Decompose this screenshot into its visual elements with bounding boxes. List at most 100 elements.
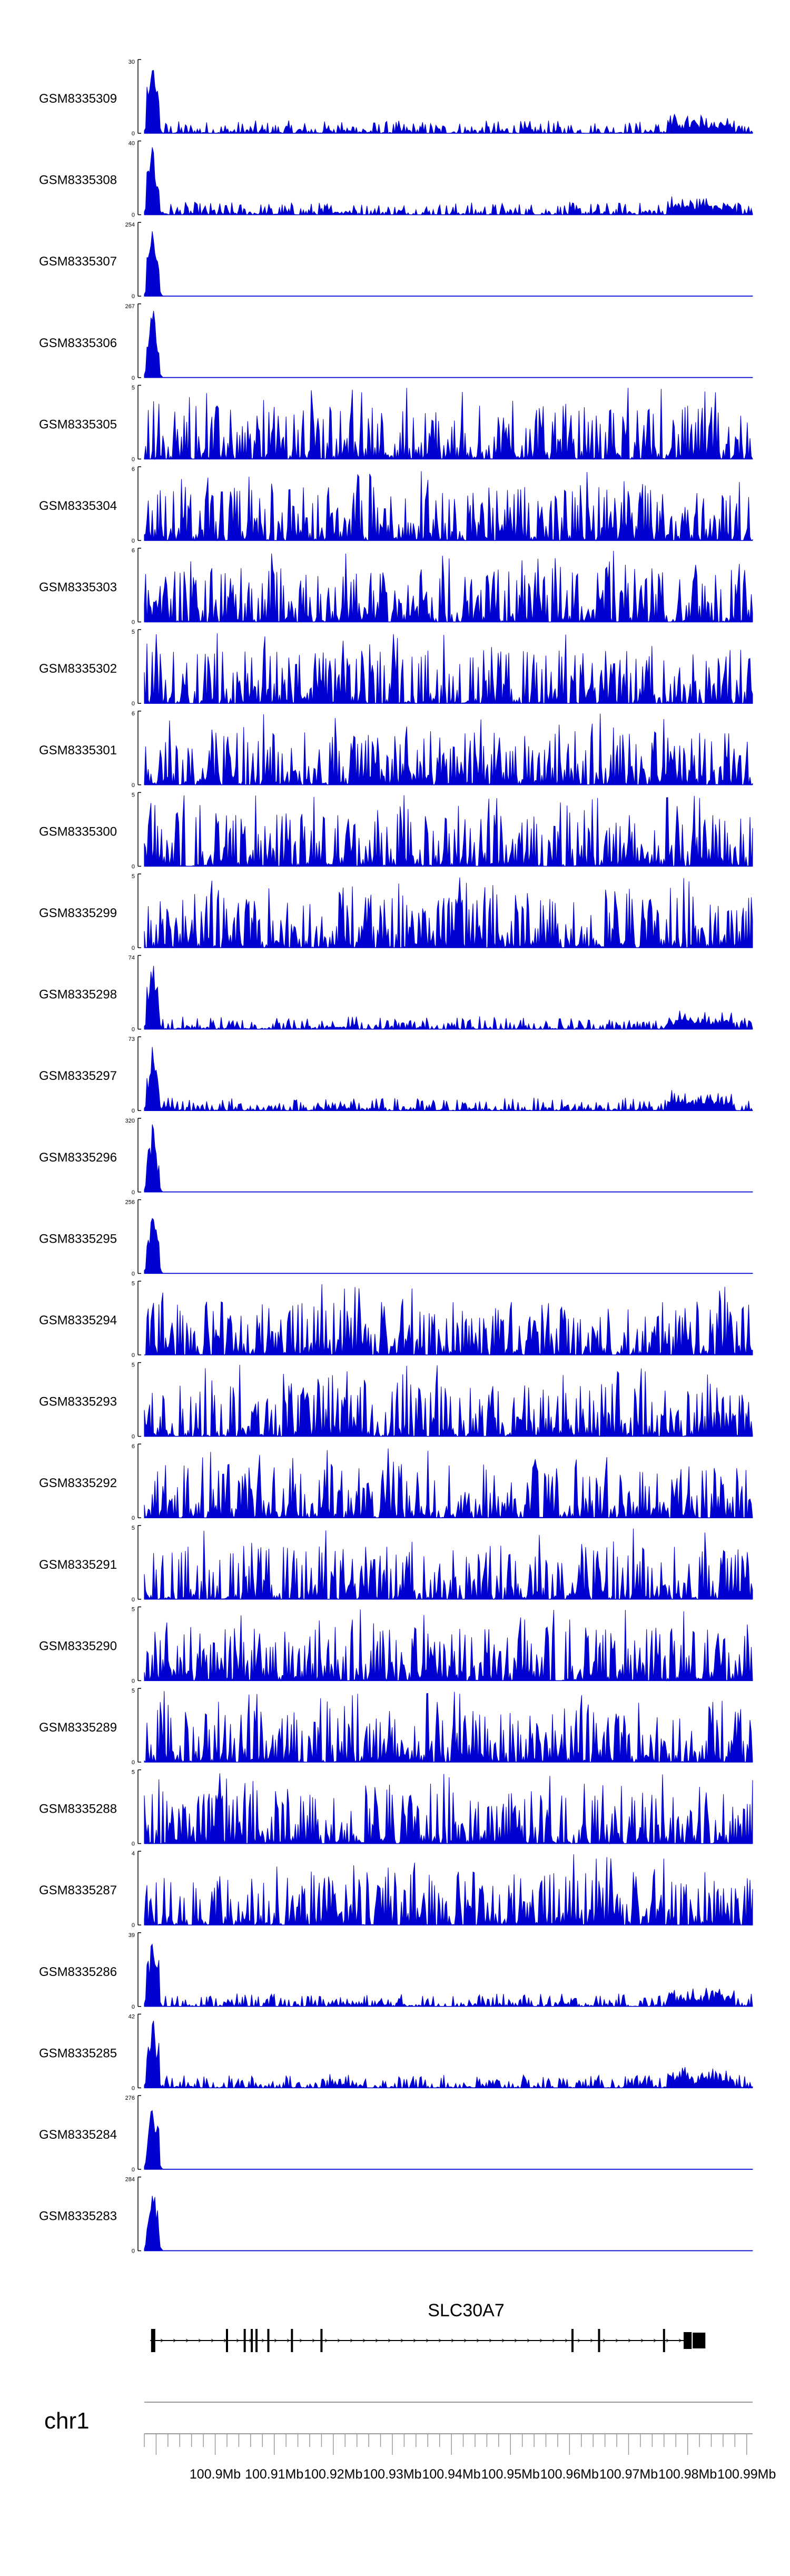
y-max-label: 6 [132, 548, 135, 554]
track-GSM8335299: GSM8335299 5 0 [39, 873, 753, 951]
y-min-label: 0 [132, 1027, 135, 1033]
exon [267, 2329, 270, 2352]
y-max-label: 5 [132, 1769, 135, 1776]
strand-arrow [565, 2338, 568, 2343]
coverage-area [144, 2110, 753, 2170]
y-max-label: 276 [125, 2095, 135, 2101]
track-label: GSM8335291 [39, 1558, 117, 1572]
y-min-label: 0 [132, 1271, 135, 1277]
y-max-label: 6 [132, 1443, 135, 1450]
strand-arrow [274, 2338, 278, 2343]
y-max-label: 39 [129, 1932, 135, 1939]
track-GSM8335292: GSM8335292 6 0 [39, 1443, 753, 1521]
y-min-label: 0 [132, 1922, 135, 1929]
y-min-label: 0 [132, 863, 135, 870]
track-label: GSM8335302 [39, 662, 117, 676]
strand-arrow [666, 2338, 669, 2343]
track-label: GSM8335283 [39, 2209, 117, 2224]
exon [151, 2329, 155, 2352]
y-max-label: 42 [129, 2013, 135, 2020]
coverage-area [144, 147, 753, 216]
track-label: GSM8335299 [39, 906, 117, 920]
y-max-label: 6 [132, 711, 135, 717]
y-min-label: 0 [132, 2004, 135, 2010]
strand-arrow [451, 2338, 455, 2343]
coverage-area [144, 1364, 753, 1438]
track-label: GSM8335296 [39, 1151, 117, 1165]
axis-tick-label: 100.96Mb [540, 2467, 599, 2482]
strand-arrow [413, 2338, 417, 2343]
y-min-label: 0 [132, 945, 135, 951]
chromosome-label: chr1 [44, 2408, 90, 2434]
coverage-area [144, 70, 753, 134]
track-GSM8335300: GSM8335300 5 0 [39, 792, 753, 870]
genome-axis: chr1 100.9Mb 100.91Mb 100.92Mb 100.93Mb 100.… [44, 2402, 776, 2482]
strand-arrow [160, 2338, 164, 2343]
strand-arrow [312, 2338, 315, 2343]
y-min-label: 0 [132, 1841, 135, 1847]
strand-arrow [590, 2338, 594, 2343]
coverage-area [144, 1528, 753, 1600]
y-max-label: 5 [132, 1281, 135, 1287]
y-min-label: 0 [132, 1189, 135, 1196]
strand-arrow [287, 2338, 290, 2343]
y-min-label: 0 [132, 1678, 135, 1684]
strand-arrow [400, 2338, 404, 2343]
gene-annotation-track: SLC30A7 [150, 2300, 706, 2352]
track-label: GSM8335287 [39, 1883, 117, 1897]
strand-arrow [653, 2338, 657, 2343]
track-GSM8335298: GSM8335298 74 0 [39, 955, 753, 1033]
track-GSM8335287: GSM8335287 4 0 [39, 1851, 753, 1929]
y-max-label: 5 [132, 385, 135, 391]
coverage-area [144, 795, 753, 868]
y-max-label: 284 [125, 2177, 135, 2183]
y-max-label: 74 [129, 955, 135, 961]
coverage-area [144, 2196, 753, 2251]
exon-3prime [693, 2333, 706, 2348]
track-GSM8335302: GSM8335302 5 0 [39, 629, 753, 707]
axis-tick-label: 100.94Mb [422, 2467, 481, 2482]
track-label: GSM8335308 [39, 173, 117, 188]
y-max-label: 5 [132, 873, 135, 880]
strand-arrow [173, 2338, 176, 2343]
track-label: GSM8335309 [39, 92, 117, 106]
track-GSM8335291: GSM8335291 5 0 [39, 1525, 753, 1603]
track-GSM8335295: GSM8335295 256 0 [39, 1199, 753, 1277]
y-max-label: 5 [132, 629, 135, 635]
y-min-label: 0 [132, 212, 135, 219]
coverage-area [144, 1284, 753, 1356]
track-label: GSM8335292 [39, 1476, 117, 1490]
strand-arrow [211, 2338, 214, 2343]
y-min-label: 0 [132, 538, 135, 544]
track-label: GSM8335288 [39, 1802, 117, 1816]
track-label: GSM8335304 [39, 499, 117, 513]
track-GSM8335306: GSM8335306 267 0 [39, 303, 753, 381]
strand-arrow [514, 2338, 518, 2343]
strand-arrow [236, 2338, 240, 2343]
y-min-label: 0 [132, 782, 135, 789]
coverage-area [144, 2020, 753, 2089]
coverage-area [144, 1047, 753, 1112]
strand-arrow [185, 2338, 189, 2343]
track-GSM8335309: GSM8335309 30 0 [39, 59, 753, 137]
coverage-area [144, 1773, 753, 1845]
track-GSM8335308: GSM8335308 40 0 [39, 141, 753, 219]
track-label: GSM8335285 [39, 2046, 117, 2060]
coverage-area [144, 713, 753, 786]
track-GSM8335305: GSM8335305 5 0 [39, 385, 753, 463]
y-max-label: 40 [129, 141, 135, 147]
strand-arrow [489, 2338, 492, 2343]
track-GSM8335286: GSM8335286 39 0 [39, 1932, 753, 2010]
gene-name-label: SLC30A7 [428, 2300, 505, 2321]
track-GSM8335283: GSM8335283 284 0 [39, 2177, 753, 2255]
y-max-label: 267 [125, 303, 135, 310]
y-max-label: 73 [129, 1036, 135, 1043]
strand-arrow [628, 2338, 631, 2343]
track-GSM8335284: GSM8335284 276 0 [39, 2095, 753, 2173]
strand-arrow [375, 2338, 379, 2343]
coverage-area [144, 877, 753, 949]
track-label: GSM8335294 [39, 1313, 117, 1328]
y-max-label: 5 [132, 1362, 135, 1369]
y-min-label: 0 [132, 1759, 135, 1766]
y-max-label: 320 [125, 1118, 135, 1124]
